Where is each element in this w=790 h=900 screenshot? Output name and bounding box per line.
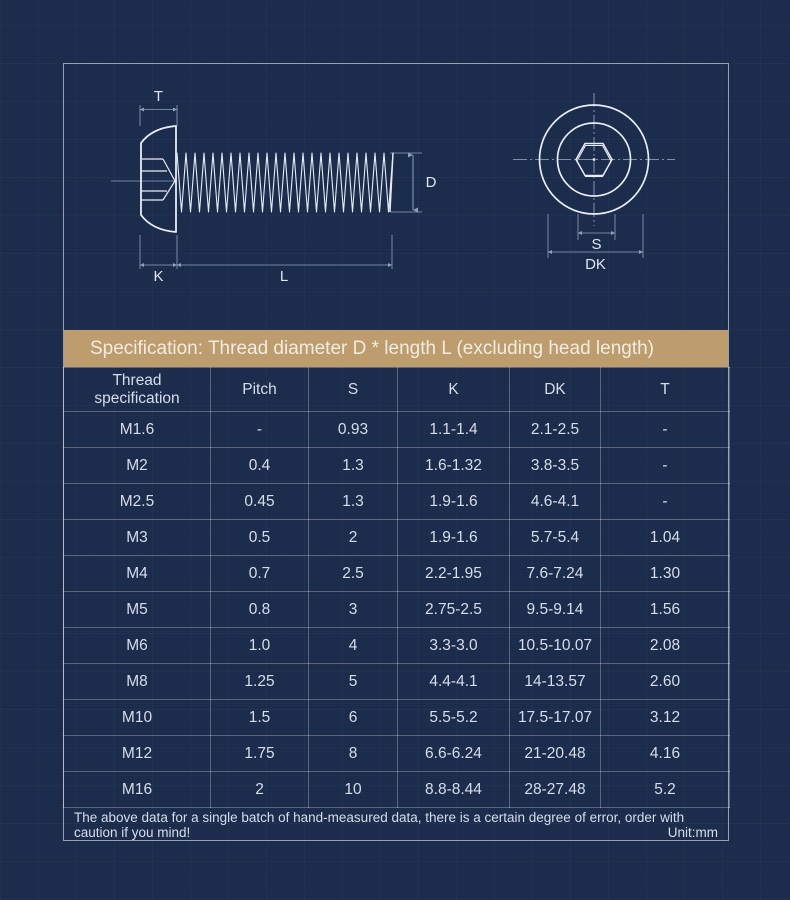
- svg-text:DK: DK: [585, 256, 606, 273]
- svg-text:K: K: [153, 268, 163, 285]
- svg-text:T: T: [154, 88, 163, 105]
- svg-text:S: S: [591, 236, 601, 253]
- svg-text:D: D: [426, 174, 437, 191]
- svg-text:L: L: [280, 268, 288, 285]
